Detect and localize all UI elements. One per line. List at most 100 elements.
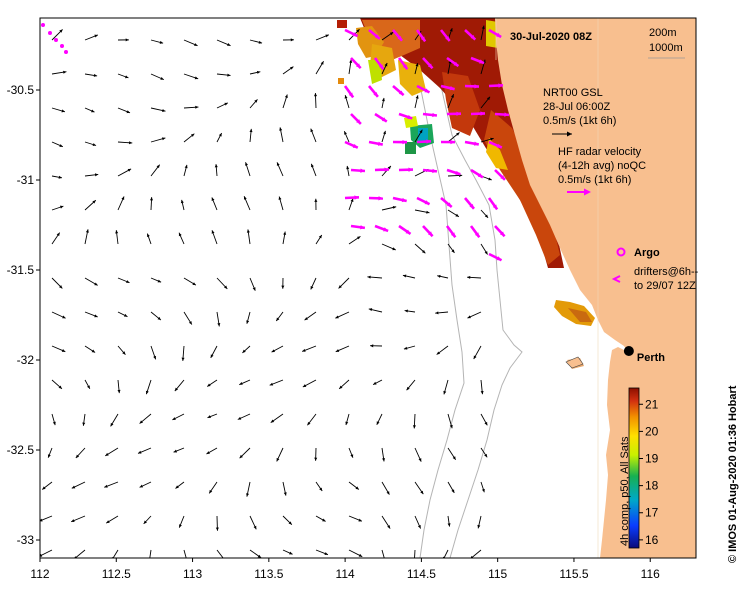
gsl-arrow-head [157,316,161,321]
gsl-arrow-head [335,349,340,352]
y-tick-label: -31 [17,173,35,187]
gsl-arrow-head [139,420,143,424]
gsl-arrow-head [110,422,114,427]
gsl-arrow-head [484,214,489,218]
gsl-arrow-head [290,38,294,42]
gsl-arrow-head [63,70,67,74]
gsl-arrow-head [338,285,342,289]
gsl-arrow-head [162,109,166,113]
gsl-arrow-head [490,137,494,141]
gsl-arrow-head [175,485,179,489]
hf-arrow-head [352,143,358,148]
drifter-position [64,50,68,54]
x-tick-label: 112 [30,567,49,581]
gsl-arrow-head [318,234,322,239]
gsl-arrow-head [387,525,391,529]
x-tick-label: 114.5 [407,567,436,581]
gsl-arrow-head [386,491,390,495]
gsl-arrow-head [304,317,308,321]
gsl-arrow-head [339,385,343,389]
gsl-arrow-head [218,133,222,137]
hf-arrow-head [474,84,479,89]
gsl-arrow-head [467,275,471,279]
hf-arrow-head [492,204,498,210]
gsl-arrow-head [181,357,185,361]
gsl-arrow-head [345,421,349,426]
gsl-arrow-head [276,317,280,321]
gsl-arrow-head [419,129,423,134]
hf-arrow-head [420,36,426,42]
hf-arrow-head [504,112,509,117]
gsl-arrow-head [180,199,184,204]
gsl-arrow-head [382,458,386,462]
hf-arrow-head [398,90,404,96]
gsl-arrow-head [91,349,96,353]
hf-arrow-head [374,34,380,39]
colorbar-tick-label: 21 [645,397,659,411]
gsl-arrow-head [59,144,63,147]
gsl-arrow-head [403,346,408,350]
gsl-arrow-head [58,175,62,179]
gsl-arrow-head [104,484,108,488]
gsl-arrow-head [376,421,380,425]
gsl-arrow-head [62,315,66,319]
hf-arrow-head [499,231,505,237]
gsl-arrow-head [381,97,385,102]
gsl-arrow-head [344,131,347,135]
gsl-arrow-head [211,230,215,234]
gsl-arrow [443,549,449,558]
gsl-arrow-head [223,558,226,561]
x-tick-label: 112.5 [102,567,131,581]
gsl-arrow [112,549,119,558]
hf-arrow-head [355,63,361,69]
gsl-arrow-head [224,285,228,289]
y-tick-label: -32 [17,353,35,367]
gsl-arrow-head [105,452,109,456]
gsl-arrow-head [412,425,416,429]
gsl-arrow-head [484,421,488,426]
gsl-arrow-head [310,285,314,290]
hf-arrow-head [469,203,474,209]
colorbar-tick-label: 16 [645,533,659,547]
gsl-arrow-head [85,229,89,233]
gsl-arrow-head [239,454,243,459]
gsl-arrow-head [269,382,274,386]
gsl-arrow-head [139,484,144,488]
hf-arrow-head [445,36,450,42]
colorbar-ticks: 16 17 18 19 20 21 [639,397,659,547]
hf-legend-line-1: HF radar velocity [558,146,642,158]
gsl-arrow-head [207,415,211,418]
gsl-arrow-head [413,559,416,562]
argo-label: Argo [634,247,660,259]
gsl-arrow-head [447,523,451,527]
gsl-arrow-head [422,250,426,254]
gsl-arrow-head [92,143,97,146]
hf-arrow-head [479,59,485,64]
gsl-arrow-head [153,355,157,360]
gsl-arrow-head [211,197,215,201]
gsl-arrow-head [356,236,361,240]
gsl-arrow-head [59,285,63,289]
gsl-arrow-head [42,486,46,490]
gsl-arrow-head [145,390,149,395]
gsl-legend-line-3: 0.5m/s (1kt 6h) [543,115,616,127]
hf-legend-arrowhead [584,188,591,196]
gsl-arrow [414,549,416,558]
gsl-arrow-head [93,73,98,77]
gsl-arrow-head [194,76,199,80]
gsl-arrow-head [358,553,363,557]
gsl-arrow-head [246,320,250,324]
gsl-arrow-head [249,128,253,133]
gsl-arrow-head [271,349,276,353]
gsl-arrow-head [138,450,142,454]
gsl-arrow-head [94,282,98,286]
gsl-arrow-head [215,527,219,531]
colorbar: 16 17 18 19 20 21 4h comp, p50, All Sats [619,387,659,549]
gsl-arrow-head [324,552,328,555]
hf-arrow-head [383,227,389,232]
perth-marker [623,346,634,356]
x-tick-label: 116 [641,567,660,581]
gsl-arrow-head [488,177,492,181]
gsl-arrow-head [56,232,60,237]
